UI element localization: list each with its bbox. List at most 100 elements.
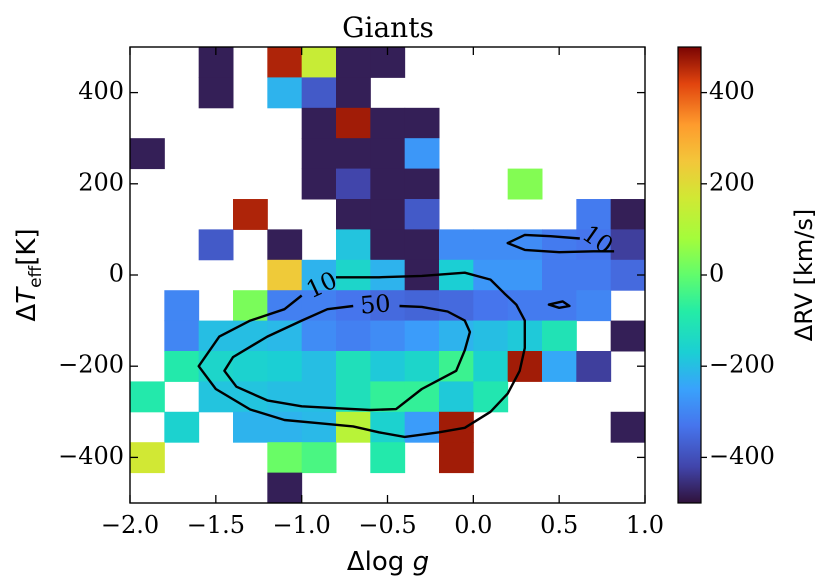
x-tick-label: 0.5 bbox=[540, 511, 578, 539]
heatmap-cell bbox=[542, 259, 577, 291]
contour-label: 50 bbox=[359, 289, 392, 320]
heatmap-cell bbox=[267, 290, 303, 322]
x-tick-label: −1.5 bbox=[187, 511, 245, 539]
heatmap-cell bbox=[507, 168, 543, 200]
heatmap-cell bbox=[576, 259, 612, 291]
heatmap-cell bbox=[336, 259, 371, 291]
heatmap-cell bbox=[301, 442, 337, 474]
heatmap-cell bbox=[301, 320, 337, 352]
heatmap-cell bbox=[473, 351, 509, 382]
heatmap-cell bbox=[576, 199, 612, 230]
heatmap-cell bbox=[336, 199, 371, 230]
x-tick-label: 1.0 bbox=[626, 511, 664, 539]
heatmap-cell bbox=[336, 381, 371, 413]
heatmap-cell bbox=[370, 351, 406, 382]
colorbar-label: ΔRV [km/s] bbox=[790, 209, 818, 341]
heatmap-cell bbox=[370, 107, 406, 139]
heatmap-cell bbox=[267, 442, 303, 474]
heatmap-cell bbox=[404, 138, 440, 170]
heatmap-cell bbox=[336, 290, 371, 322]
heatmap-cell bbox=[473, 290, 509, 322]
heatmap-cell bbox=[542, 290, 577, 322]
heatmap-cell bbox=[336, 107, 371, 139]
y-axis: −400 −200 0 200 400 bbox=[58, 77, 645, 470]
heatmap-cell bbox=[473, 259, 509, 291]
heatmap-cell bbox=[542, 351, 577, 382]
colorbar-tick-label: 400 bbox=[709, 77, 755, 105]
heatmap-cell bbox=[233, 199, 268, 230]
heatmap-cell bbox=[198, 77, 234, 109]
heatmap-cell bbox=[404, 351, 440, 382]
heatmap-cell bbox=[610, 199, 645, 230]
heatmap-cell bbox=[610, 320, 645, 352]
heatmap-cell bbox=[233, 351, 268, 382]
heatmap-cell bbox=[473, 320, 509, 352]
heatmap-cell bbox=[439, 411, 474, 443]
contour-line-10 bbox=[547, 300, 571, 309]
y-tick-label: 400 bbox=[78, 77, 124, 105]
heatmap-cell bbox=[301, 138, 337, 170]
heatmap-cell bbox=[301, 77, 337, 109]
y-tick-label: −200 bbox=[58, 351, 124, 379]
heatmap-cell bbox=[198, 229, 234, 261]
heatmap-cell bbox=[336, 47, 371, 78]
heatmap-cell bbox=[301, 259, 337, 291]
heatmap-cell bbox=[336, 229, 371, 261]
contour-line-10 bbox=[506, 233, 615, 254]
heatmap-cell bbox=[542, 320, 577, 352]
heatmap-cell bbox=[267, 381, 303, 413]
heatmap-cell bbox=[370, 259, 406, 291]
x-tick-label: 0.0 bbox=[454, 511, 492, 539]
heatmap-cell bbox=[610, 411, 645, 443]
y-tick-label: −400 bbox=[58, 442, 124, 470]
heatmap-cell bbox=[198, 320, 234, 352]
colorbar-ticks: −400 −200 0 200 400 bbox=[701, 77, 775, 470]
heatmap-cell bbox=[507, 351, 543, 382]
heatmap-cell bbox=[336, 77, 371, 109]
heatmap-cell bbox=[542, 229, 577, 261]
x-tick-label: −2.0 bbox=[101, 511, 159, 539]
heatmap-cell bbox=[164, 351, 200, 382]
heatmap-cell bbox=[267, 47, 303, 78]
heatmap-cell bbox=[370, 411, 406, 443]
heatmap-cell bbox=[301, 107, 337, 139]
heatmap-cell bbox=[233, 411, 268, 443]
x-tick-label: −0.5 bbox=[358, 511, 416, 539]
heatmap-cell bbox=[473, 381, 509, 413]
heatmap-cell bbox=[267, 229, 303, 261]
heatmap-cell bbox=[336, 351, 371, 382]
y-tick-label: 200 bbox=[78, 168, 124, 196]
heatmap-cell bbox=[233, 381, 268, 413]
heatmap-cell bbox=[507, 290, 543, 322]
heatmap-cell bbox=[404, 320, 440, 352]
heatmap-cell bbox=[370, 229, 406, 261]
chart-title: Giants bbox=[342, 11, 434, 44]
heatmap-cell bbox=[267, 259, 303, 291]
heatmap-cell bbox=[576, 290, 612, 322]
heatmap-cell bbox=[610, 229, 645, 261]
x-tick-label: −1.0 bbox=[273, 511, 331, 539]
colorbar-tick-label: 0 bbox=[709, 260, 724, 288]
heatmap-cell bbox=[507, 259, 543, 291]
heatmap-cell bbox=[336, 320, 371, 352]
heatmap-cell bbox=[301, 411, 337, 443]
x-axis-label: Δlog g bbox=[347, 547, 429, 577]
heatmap-cell bbox=[370, 442, 406, 474]
colorbar-tick-label: 200 bbox=[709, 168, 755, 196]
heatmap-cell bbox=[164, 411, 200, 443]
heatmap-cell bbox=[404, 411, 440, 443]
heatmap-cell bbox=[301, 47, 337, 78]
heatmap-cell bbox=[370, 199, 406, 230]
heatmap-cell bbox=[130, 138, 165, 170]
heatmap-cell bbox=[267, 351, 303, 382]
heatmap-cell bbox=[336, 138, 371, 170]
colorbar bbox=[677, 46, 702, 504]
colorbar-tick-label: −400 bbox=[709, 442, 775, 470]
heatmap-cell bbox=[370, 320, 406, 352]
colorbar-tick-label: −200 bbox=[709, 351, 775, 379]
y-tick-label: 0 bbox=[109, 260, 124, 288]
heatmap-cell bbox=[301, 290, 337, 322]
heatmap-cell bbox=[164, 290, 200, 322]
heatmap-cell bbox=[404, 229, 440, 261]
